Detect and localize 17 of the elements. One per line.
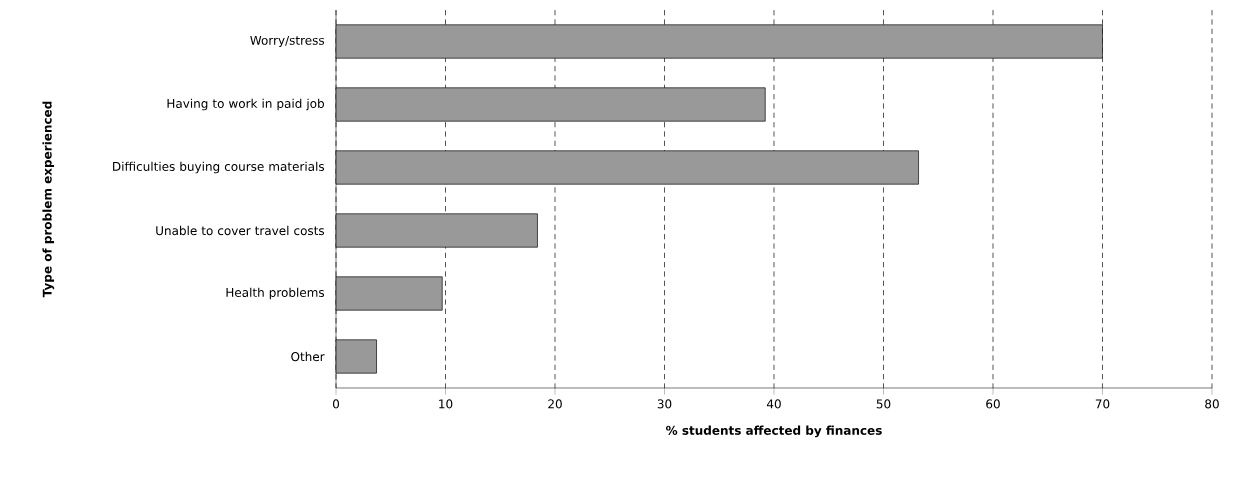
- y-tick-label: Other: [291, 351, 325, 362]
- y-tick-label: Worry/stress: [250, 35, 325, 48]
- y-axis-title: Type of problem experienced: [42, 101, 55, 298]
- x-tick-label: 30: [657, 399, 672, 409]
- y-tick-label: Unable to cover travel costs: [156, 225, 325, 236]
- x-tick-label: 50: [876, 399, 891, 409]
- y-tick-label: Difficulties buying course materials: [113, 161, 325, 174]
- x-tick-label: 70: [1095, 399, 1110, 409]
- x-tick-label: 10: [439, 399, 453, 409]
- x-tick-label: 40: [766, 399, 781, 409]
- x-axis-title: % students affected by finances: [666, 425, 882, 438]
- x-tick-label: 20: [548, 399, 562, 409]
- y-tick-label: Having to work in paid job: [167, 98, 324, 111]
- x-tick-label: 0: [332, 399, 340, 409]
- y-tick-label: Health problems: [226, 287, 325, 300]
- x-tick-label: 60: [986, 399, 1000, 409]
- x-tick-label: 80: [1205, 399, 1219, 409]
